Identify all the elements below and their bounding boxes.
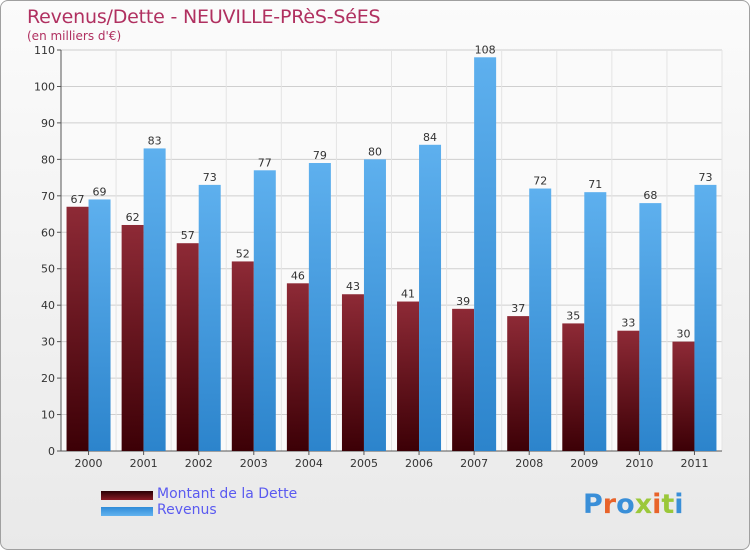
data-label: 80: [368, 145, 382, 158]
legend-swatch-revenus: [101, 507, 153, 516]
bar-revenus: [474, 57, 497, 452]
bar-dette: [617, 330, 640, 451]
data-label: 83: [148, 134, 162, 147]
bar-revenus: [363, 159, 386, 451]
y-tick-label: 110: [34, 44, 55, 57]
x-tick-label: 2007: [460, 457, 488, 470]
data-label: 69: [93, 185, 107, 198]
x-tick-label: 2004: [295, 457, 323, 470]
data-label: 84: [423, 131, 437, 144]
y-tick-label: 70: [41, 190, 55, 203]
data-label: 52: [236, 247, 250, 260]
bar-dette: [121, 224, 144, 451]
data-label: 71: [588, 178, 602, 191]
y-tick-label: 50: [41, 263, 55, 276]
data-label: 68: [643, 189, 657, 202]
x-tick-label: 2010: [625, 457, 653, 470]
x-tick-label: 2002: [185, 457, 213, 470]
data-label: 46: [291, 269, 305, 282]
x-tick-label: 2005: [350, 457, 378, 470]
x-tick-label: 2003: [240, 457, 268, 470]
bar-revenus: [308, 163, 331, 451]
data-label: 72: [533, 175, 547, 188]
data-label: 77: [258, 156, 272, 169]
bar-revenus: [198, 184, 221, 451]
bar-revenus: [143, 148, 166, 451]
x-tick-label: 2009: [570, 457, 598, 470]
chart-subtitle: (en milliers d'€): [27, 29, 122, 43]
data-label: 35: [566, 309, 580, 322]
bar-dette: [397, 301, 420, 451]
bar-revenus: [584, 192, 607, 451]
data-label: 41: [401, 288, 415, 301]
bar-dette: [452, 308, 475, 451]
data-label: 37: [511, 302, 525, 315]
data-label: 73: [203, 171, 217, 184]
data-label: 57: [181, 229, 195, 242]
proxiti-logo: Proxiti: [583, 489, 684, 520]
data-label: 30: [676, 328, 690, 341]
bar-dette: [286, 283, 309, 451]
y-tick-label: 60: [41, 226, 55, 239]
data-label: 62: [126, 211, 140, 224]
legend-swatch-dette: [101, 491, 153, 500]
data-label: 79: [313, 149, 327, 162]
bar-revenus: [639, 203, 662, 451]
x-tick-label: 2008: [515, 457, 543, 470]
y-tick-label: 40: [41, 299, 55, 312]
logo-letter: t: [661, 489, 675, 520]
data-label: 43: [346, 280, 360, 293]
x-tick-label: 2000: [75, 457, 103, 470]
x-tick-label: 2006: [405, 457, 433, 470]
logo-letter: x: [634, 489, 653, 520]
data-label: 33: [621, 317, 635, 330]
bar-revenus: [694, 184, 717, 451]
bar-dette: [562, 323, 585, 451]
bar-dette: [176, 243, 199, 451]
y-tick-label: 100: [34, 80, 55, 93]
data-label: 67: [71, 193, 85, 206]
bar-revenus: [529, 188, 552, 451]
legend-label-revenus: Revenus: [157, 502, 217, 518]
bar-dette: [672, 341, 695, 451]
bar-dette: [66, 206, 89, 451]
y-tick-label: 30: [41, 336, 55, 349]
legend-label-dette: Montant de la Dette: [157, 486, 298, 502]
y-tick-label: 20: [41, 372, 55, 385]
x-tick-label: 2001: [130, 457, 158, 470]
logo-letter: i: [674, 489, 684, 520]
logo-letter: P: [583, 489, 603, 520]
bar-dette: [507, 316, 530, 451]
bar-dette: [231, 261, 254, 451]
chart-title: Revenus/Dette - NEUVILLE-PRèS-SéES: [27, 6, 381, 28]
logo-letter: i: [652, 489, 662, 520]
bar-revenus: [253, 170, 276, 452]
logo-letter: r: [602, 489, 617, 520]
y-tick-label: 80: [41, 153, 55, 166]
x-tick-label: 2011: [680, 457, 708, 470]
data-label: 108: [475, 43, 496, 56]
y-tick-label: 0: [48, 445, 55, 458]
y-tick-label: 10: [41, 409, 55, 422]
data-label: 39: [456, 295, 470, 308]
y-tick-label: 90: [41, 117, 55, 130]
bar-revenus: [419, 144, 442, 452]
data-label: 73: [698, 171, 712, 184]
bar-revenus: [88, 199, 111, 451]
logo-letter: o: [616, 489, 635, 520]
bar-dette: [341, 294, 364, 451]
